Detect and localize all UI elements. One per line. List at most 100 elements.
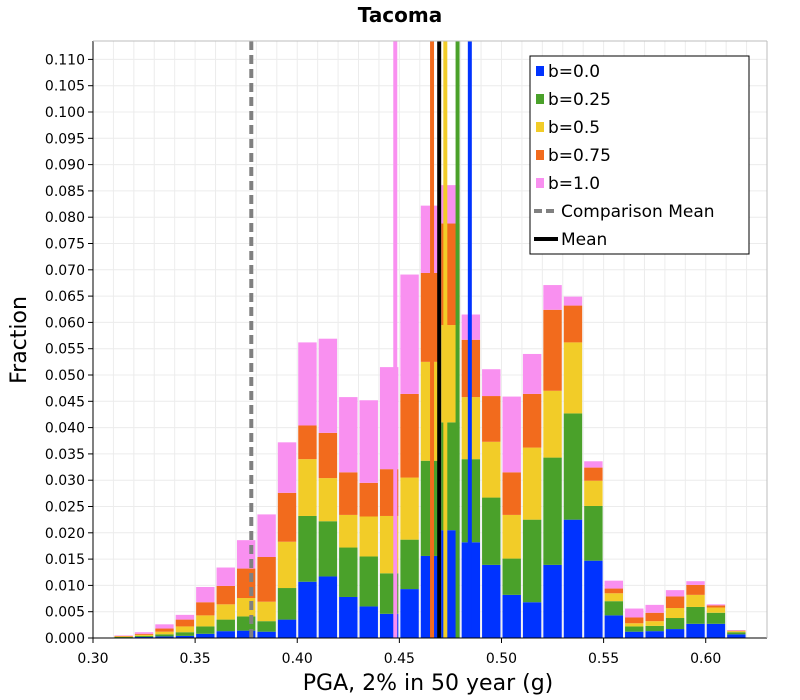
y-tick-label: 0.000 xyxy=(45,631,85,647)
bar-b-0-75 xyxy=(686,584,705,595)
bar-b-0-25 xyxy=(114,636,133,638)
bar-b-0-25 xyxy=(522,519,542,603)
bar-b-0-75 xyxy=(522,393,542,448)
bar-b-0-25 xyxy=(604,601,624,616)
bar-b-0-75 xyxy=(216,585,235,605)
bar-b-1-0 xyxy=(155,624,174,629)
bar-b-0-75 xyxy=(339,472,358,515)
bar-b-0-25 xyxy=(359,556,378,607)
bar-b-0-0 xyxy=(604,615,624,638)
x-axis-title: PGA, 2% in 50 year (g) xyxy=(303,671,554,696)
y-tick-label: 0.060 xyxy=(45,315,85,331)
y-tick-label: 0.105 xyxy=(45,79,85,95)
bar-b-0-75 xyxy=(706,605,726,608)
bar-b-1-0 xyxy=(298,342,317,426)
bar-b-0-0 xyxy=(257,631,276,638)
bar-b-0-5 xyxy=(359,516,378,557)
x-tick-label: 0.55 xyxy=(588,651,619,667)
bar-b-0-0 xyxy=(134,636,154,638)
bar-b-0-25 xyxy=(543,457,562,565)
bar-b-1-0 xyxy=(318,338,338,433)
bar-b-0-5 xyxy=(645,621,664,626)
bar-b-0-0 xyxy=(339,596,358,638)
y-tick-label: 0.035 xyxy=(45,447,85,463)
bar-b-0-75 xyxy=(257,556,276,602)
x-tick-label: 0.30 xyxy=(77,651,108,667)
bar-b-0-5 xyxy=(665,608,685,619)
x-tick-label: 0.35 xyxy=(180,651,211,667)
bar-b-0-0 xyxy=(502,594,521,638)
bar-b-0-5 xyxy=(727,631,746,633)
bar-b-0-0 xyxy=(298,581,317,638)
bar-b-0-25 xyxy=(625,626,644,632)
legend-label: Mean xyxy=(561,230,607,250)
bar-b-0-25 xyxy=(257,621,276,632)
bar-b-1-0 xyxy=(134,632,154,634)
bar-b-1-0 xyxy=(216,567,235,586)
bar-b-1-0 xyxy=(196,586,215,603)
bar-b-0-0 xyxy=(277,619,297,638)
y-tick-label: 0.015 xyxy=(45,552,85,568)
bar-b-1-0 xyxy=(277,442,297,493)
bar-b-0-75 xyxy=(645,612,664,622)
bar-b-0-0 xyxy=(196,633,215,638)
bar-b-0-75 xyxy=(298,425,317,460)
bar-b-0-5 xyxy=(604,593,624,602)
y-tick-label: 0.080 xyxy=(45,210,85,226)
bar-b-0-75 xyxy=(482,396,501,442)
bar-b-0-5 xyxy=(563,342,583,414)
bar-b-0-5 xyxy=(686,594,705,607)
bar-b-1-0 xyxy=(543,285,562,310)
bar-b-0-75 xyxy=(502,472,521,515)
bar-b-0-25 xyxy=(318,521,338,577)
bar-b-0-5 xyxy=(482,441,501,498)
bar-b-0-25 xyxy=(339,547,358,597)
bar-b-0-25 xyxy=(175,632,195,636)
legend-swatch xyxy=(536,150,544,160)
bar-b-1-0 xyxy=(400,274,419,394)
bar-b-1-0 xyxy=(706,604,726,606)
bar-b-0-0 xyxy=(563,519,583,638)
bar-b-0-0 xyxy=(420,555,440,638)
y-tick-label: 0.025 xyxy=(45,500,85,516)
bar-b-0-0 xyxy=(625,631,644,638)
bar-b-0-5 xyxy=(114,636,133,637)
bar-b-0-0 xyxy=(706,623,726,638)
bar-b-0-5 xyxy=(706,607,726,613)
bar-b-0-0 xyxy=(155,636,174,638)
bar-b-0-25 xyxy=(645,625,664,632)
legend-label: b=1.0 xyxy=(548,174,600,194)
bar-b-0-5 xyxy=(584,480,603,506)
bar-b-0-75 xyxy=(114,635,133,637)
bar-b-1-0 xyxy=(727,630,746,631)
y-tick-label: 0.005 xyxy=(45,605,85,621)
bar-b-0-25 xyxy=(298,515,317,582)
y-tick-label: 0.010 xyxy=(45,578,85,594)
bar-b-0-0 xyxy=(216,631,235,638)
legend-swatch xyxy=(536,178,544,188)
y-axis-title: Fraction xyxy=(7,296,32,384)
y-tick-label: 0.070 xyxy=(45,263,85,279)
bar-b-0-0 xyxy=(400,589,419,638)
bar-b-0-0 xyxy=(645,631,664,638)
legend-swatch xyxy=(536,122,544,132)
bar-b-0-75 xyxy=(563,305,583,343)
bar-b-1-0 xyxy=(522,353,542,394)
bar-b-0-25 xyxy=(563,413,583,520)
bar-b-0-25 xyxy=(584,505,603,561)
y-tick-label: 0.090 xyxy=(45,158,85,174)
bar-b-0-75 xyxy=(604,588,624,594)
bar-b-0-75 xyxy=(155,628,174,632)
bar-b-0-75 xyxy=(420,272,440,362)
bar-b-0-5 xyxy=(277,541,297,589)
y-tick-label: 0.065 xyxy=(45,289,85,305)
y-tick-label: 0.085 xyxy=(45,184,85,200)
bar-b-0-25 xyxy=(400,539,419,590)
legend-label: b=0.75 xyxy=(548,146,611,166)
bar-b-0-75 xyxy=(175,619,195,627)
bar-b-0-25 xyxy=(277,588,297,620)
bar-b-0-25 xyxy=(482,497,501,565)
legend-label: Comparison Mean xyxy=(561,202,715,222)
bar-b-0-0 xyxy=(175,635,195,638)
x-tick-label: 0.45 xyxy=(384,651,415,667)
